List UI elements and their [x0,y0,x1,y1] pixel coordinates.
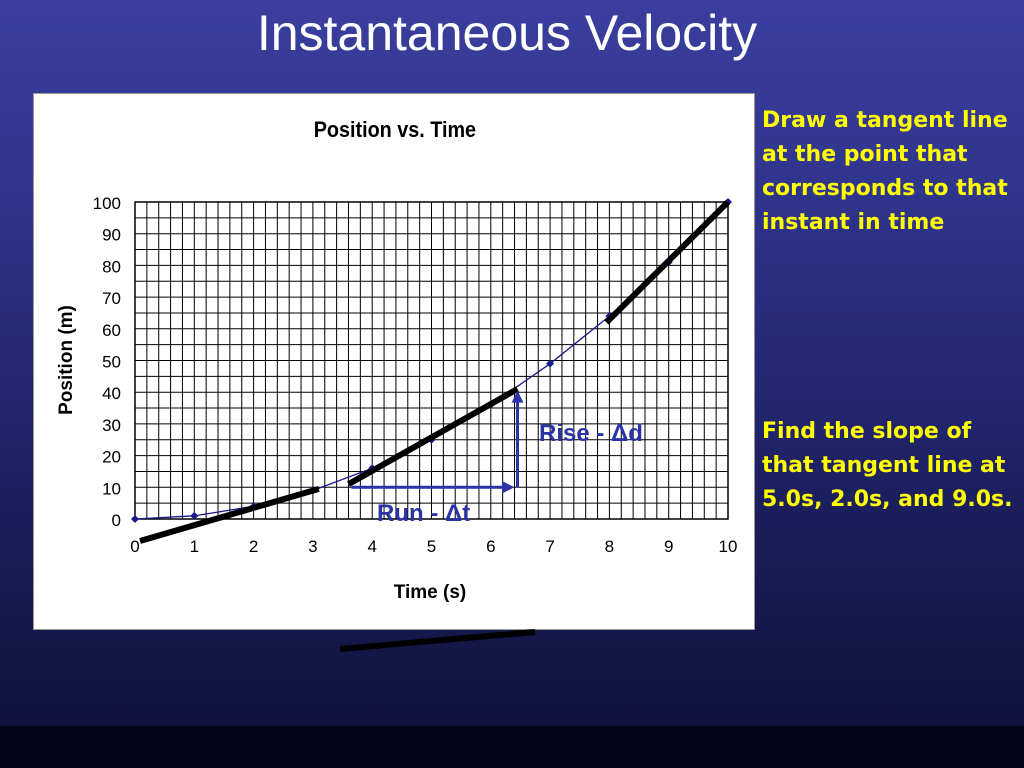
x-tick-label: 3 [308,537,317,556]
data-point-marker [131,515,139,523]
x-tick-label: 2 [249,537,258,556]
y-tick-label: 0 [112,511,121,530]
y-tick-label: 90 [102,226,121,245]
bottom-bar [0,726,1024,768]
chart-title: Position vs. Time [314,118,476,142]
slide-title: Instantaneous Velocity [256,5,758,61]
x-tick-label: 4 [367,537,376,556]
tangent-lines [139,199,731,544]
chart-panel: Position vs. Time 0 10 20 30 40 50 60 70 80 90 100… [33,93,755,630]
rise-arrowhead [511,390,524,403]
run-label: Run - Δt [377,500,470,527]
stray-tangent-line [339,629,536,652]
x-tick-label: 10 [719,537,738,556]
x-tick-label: 9 [664,537,673,556]
x-tick-label: 6 [486,537,495,556]
x-tick-label: 0 [130,537,139,556]
x-axis-label: Time (s) [394,582,467,603]
y-tick-label: 50 [102,353,121,372]
run-arrowhead [502,481,515,494]
instruction-note-slope: Find the slope of that tangent line at 5… [762,419,1013,512]
plot-area-border [134,201,729,520]
grid [134,201,729,520]
tangent-line-late [604,199,731,325]
x-tick-label: 1 [190,537,199,556]
x-tick-label: 7 [545,537,554,556]
tick-labels: 0 10 20 30 40 50 60 70 80 90 100 0 1 2 3 4 5 6 7 8 9 10 [93,194,738,556]
tangent-line-mid [347,386,519,487]
y-tick-label: 40 [102,384,121,403]
y-tick-label: 60 [102,321,121,340]
x-tick-label: 5 [427,537,436,556]
tangent-line-early [139,486,320,544]
x-tick-label: 8 [605,537,614,556]
y-tick-label: 80 [102,257,121,276]
instruction-note-tangent: Draw a tangent line at the point that co… [762,108,1008,235]
y-axis-label: Position (m) [56,305,77,415]
y-tick-label: 20 [102,448,121,467]
y-tick-label: 100 [93,194,121,213]
y-tick-label: 30 [102,416,121,435]
y-tick-label: 70 [102,289,121,308]
rise-run-arrows [351,390,524,494]
chart: Position vs. Time 0102030405060708090100… [56,118,738,603]
rise-label: Rise - Δd [539,420,643,447]
data-point-marker [546,359,555,368]
y-tick-label: 10 [102,479,121,498]
